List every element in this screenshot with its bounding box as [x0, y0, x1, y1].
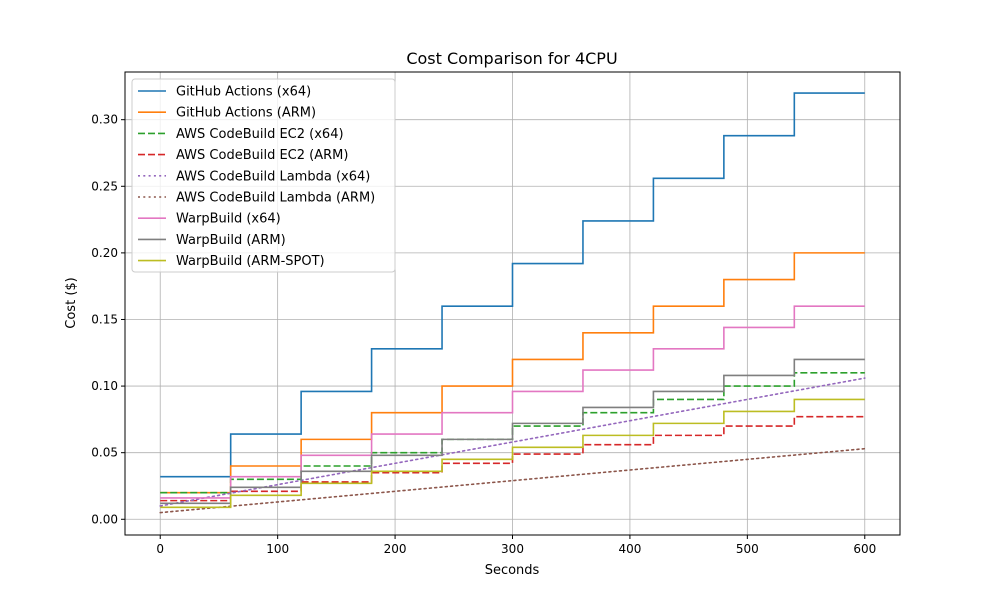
- y-tick-label: 0.25: [91, 179, 118, 193]
- y-tick-label: 0.15: [91, 312, 118, 326]
- x-tick-label: 300: [501, 542, 524, 556]
- series-line-4: [159, 377, 866, 507]
- y-tick-label: 0.30: [91, 113, 118, 127]
- x-tick-label: 600: [853, 542, 876, 556]
- chart-title: Cost Comparison for 4CPU: [406, 49, 617, 68]
- legend-label: WarpBuild (ARM): [176, 233, 286, 248]
- legend-label: AWS CodeBuild EC2 (x64): [176, 127, 344, 142]
- x-axis-label: Seconds: [485, 563, 540, 578]
- x-tick-label: 200: [384, 542, 407, 556]
- axes-frame: [124, 71, 901, 536]
- legend-label: AWS CodeBuild Lambda (ARM): [176, 191, 375, 206]
- series-line-5: [159, 447, 866, 514]
- y-tick-label: 0.20: [91, 246, 118, 260]
- series-line-8: [160, 398, 865, 509]
- legend-label: AWS CodeBuild EC2 (ARM): [176, 148, 348, 163]
- legend-label: GitHub Actions (ARM): [176, 106, 316, 121]
- legend-label: GitHub Actions (x64): [176, 85, 311, 100]
- y-tick-label: 0.00: [91, 512, 118, 526]
- x-tick-label: 400: [618, 542, 641, 556]
- legend-label: AWS CodeBuild Lambda (x64): [176, 169, 370, 184]
- legend-label: WarpBuild (ARM-SPOT): [176, 254, 325, 269]
- legend-label: WarpBuild (x64): [176, 212, 281, 227]
- x-tick-label: 100: [266, 542, 289, 556]
- x-tick-label: 500: [736, 542, 759, 556]
- x-tick-label: 0: [156, 542, 164, 556]
- y-tick-label: 0.05: [91, 446, 118, 460]
- series-line-0: [160, 92, 865, 478]
- y-axis-label: Cost ($): [64, 277, 79, 328]
- y-tick-label: 0.10: [91, 379, 118, 393]
- legend-box: [131, 78, 396, 273]
